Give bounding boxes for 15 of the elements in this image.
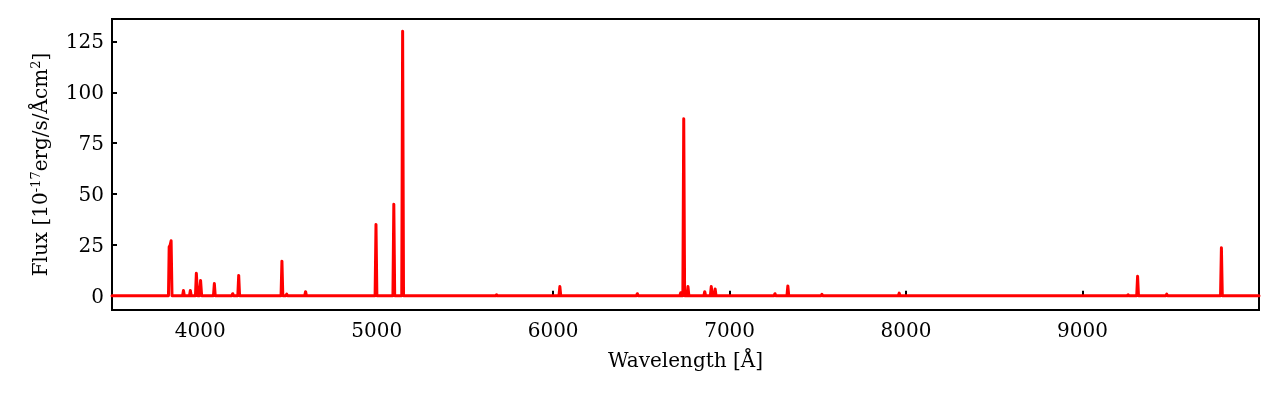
y-tick-label: 75 [78,131,104,156]
y-axis-title: Flux [10-17erg/s/Åcm2] [26,52,52,277]
x-tick-label: 8000 [880,318,932,342]
y-tick-label: 100 [65,80,104,105]
y-tick-label: 125 [65,29,104,54]
y-tick-label: 0 [91,283,104,308]
y-tick-label: 50 [78,182,104,207]
x-tick-label: 4000 [174,318,226,342]
line-series [110,29,1261,298]
x-axis-title: Wavelength [Å] [607,347,764,372]
x-tick-label: 7000 [704,318,756,342]
x-tick-label: 9000 [1057,318,1108,342]
x-tick-label: 5000 [351,318,403,342]
x-tick-label: 6000 [527,318,579,342]
y-tick-label: 25 [78,232,104,257]
